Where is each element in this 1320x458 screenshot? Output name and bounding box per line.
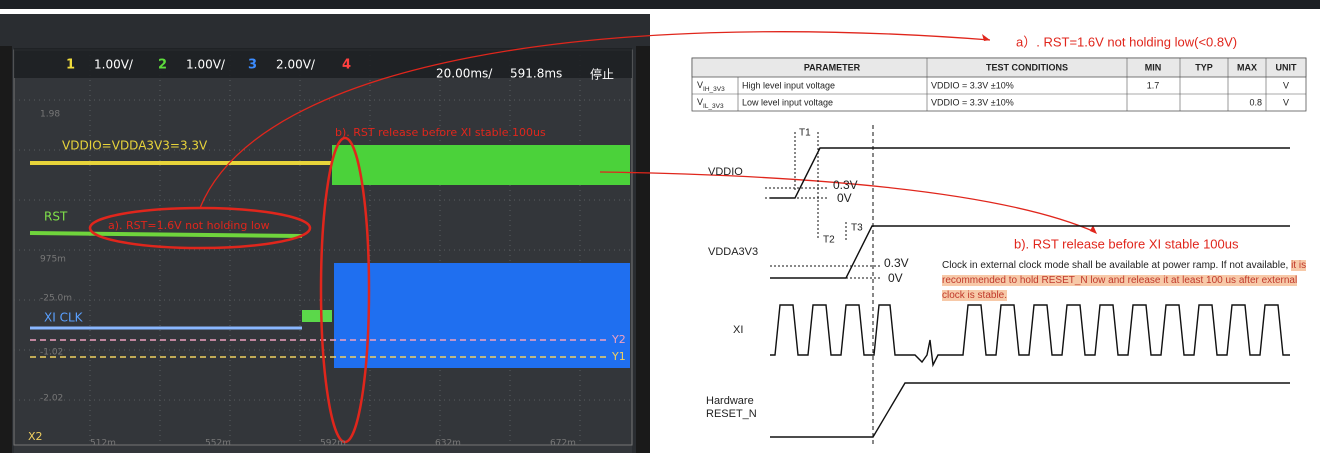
spec-table: PARAMETER TEST CONDITIONS MIN TYP MAX UNIT V IH… xyxy=(692,58,1306,111)
bezel xyxy=(636,46,650,453)
vdd-noise xyxy=(332,145,630,185)
table-header-cell: MAX xyxy=(1237,62,1257,72)
table-header-cell: TYP xyxy=(1195,62,1213,72)
note-text: Clock in external clock mode shall be av… xyxy=(942,260,1288,271)
table-header-cell: TEST CONDITIONS xyxy=(986,62,1068,72)
parameter-cell: High level input voltage xyxy=(742,80,835,90)
top-band xyxy=(0,0,1320,9)
signal-label: XI xyxy=(733,324,743,336)
channel-number: 3 xyxy=(248,58,257,73)
channel-scale: 1.00V/ xyxy=(94,58,134,72)
channel-number: 4 xyxy=(342,58,351,73)
xi-wave xyxy=(770,305,1290,365)
note: Clock in external clock mode shall be av… xyxy=(942,258,1307,303)
annotation: b). RST release before XI stable 100us xyxy=(1014,236,1239,251)
level-label: 0V xyxy=(837,191,852,205)
x-scale-label: 592m xyxy=(320,439,346,449)
level-label: 0.3V xyxy=(884,256,909,270)
y-scale-label: -1.02 xyxy=(40,348,63,358)
cursor-marker: Y1 xyxy=(611,350,626,363)
reset-label-box: Hardware RESET_N xyxy=(706,395,776,429)
run-status: 停止 xyxy=(590,67,614,82)
unit-cell: V xyxy=(1283,97,1289,107)
level-label: 0.3V xyxy=(833,178,858,192)
channel-number: 2 xyxy=(158,58,167,73)
rst-step xyxy=(302,310,332,322)
unit-cell: V xyxy=(1283,80,1289,90)
channel-number: 1 xyxy=(66,58,75,73)
min-cell: 1.7 xyxy=(1147,80,1160,90)
y-scale-label: -2.02 xyxy=(40,394,63,404)
t3-label: T3 xyxy=(851,223,863,234)
symbol-sub: IL_3V3 xyxy=(703,103,724,110)
x-scale-label: 672m xyxy=(550,439,576,449)
annotation: b). RST release before XI stable 100us xyxy=(335,126,546,139)
position: 591.8ms xyxy=(510,67,562,81)
level-lines xyxy=(765,132,880,278)
xi-clock-burst xyxy=(334,263,630,368)
table-header-cell: UNIT xyxy=(1276,62,1297,72)
trace-label: VDDIO=VDDA3V3=3.3V xyxy=(62,139,208,153)
parameter-cell: Low level input voltage xyxy=(742,97,833,107)
channel-scale: 1.00V/ xyxy=(186,58,226,72)
note-box: Clock in external clock mode shall be av… xyxy=(942,258,1307,308)
x-scale-label: 552m xyxy=(205,439,231,449)
x-scale-label: 632m xyxy=(435,439,461,449)
cursor-marker: Y2 xyxy=(611,333,626,346)
timebase: 20.00ms/ xyxy=(436,67,493,81)
table-header-cell: MIN xyxy=(1145,62,1162,72)
conditions-cell: VDDIO = 3.3V ±10% xyxy=(931,97,1014,107)
oscilloscope: VDDIO=VDDA3V3=3.3V RST XI CLK a). RST=1.… xyxy=(0,14,650,453)
table-header-cell: PARAMETER xyxy=(804,62,861,72)
symbol-sub: IH_3V3 xyxy=(703,86,725,93)
t2-label: T2 xyxy=(823,235,835,246)
signal-label: VDDIO xyxy=(708,166,743,178)
channel-scale: 2.00V/ xyxy=(276,58,316,72)
y-scale-label: 975m xyxy=(40,255,66,265)
t1-label: T1 xyxy=(799,128,811,139)
trace-label: XI CLK xyxy=(44,311,84,325)
trace-label: RST xyxy=(44,210,68,224)
y-scale-label: -25.0m xyxy=(40,294,72,304)
spec-note: a）. RST=1.6V not holding low(<0.8V) xyxy=(1016,34,1237,49)
signal-label: VDDA3V3 xyxy=(708,246,758,258)
annotation: a). RST=1.6V not holding low xyxy=(108,219,270,232)
y-scale-label: 1.98 xyxy=(40,110,60,120)
page: VDDIO=VDDA3V3=3.3V RST XI CLK a). RST=1.… xyxy=(0,0,1320,453)
level-label: 0V xyxy=(888,271,903,285)
signal-label: Hardware RESET_N xyxy=(706,395,756,421)
cursor-marker: X2 xyxy=(28,430,43,443)
x-scale-label: 512m xyxy=(90,439,116,449)
max-cell: 0.8 xyxy=(1249,97,1262,107)
bezel xyxy=(0,46,12,453)
reset-wave xyxy=(770,383,1290,437)
conditions-cell: VDDIO = 3.3V ±10% xyxy=(931,80,1014,90)
